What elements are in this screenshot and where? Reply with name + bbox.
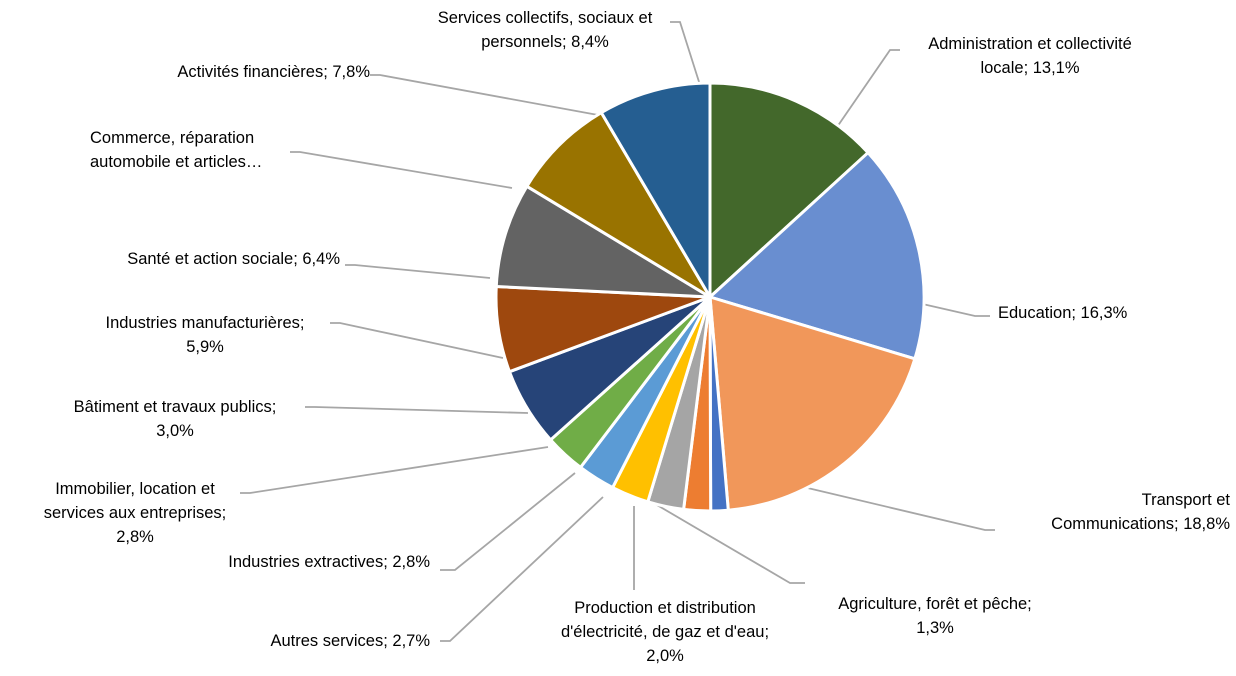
- slice-label-line: Communications; 18,8%: [1051, 515, 1230, 533]
- slice-label-line: 1,3%: [916, 619, 954, 637]
- slice-label-line: automobile et articles…: [90, 153, 263, 171]
- slice-label-line: services aux entreprises;: [43, 504, 227, 522]
- leader-line: [794, 484, 995, 531]
- slice-label: Services collectifs, sociaux et personnel…: [390, 6, 700, 54]
- slice-label-line: Agriculture, forêt et pêche;: [838, 595, 1032, 613]
- slice-label-line: 5,9%: [186, 338, 224, 356]
- slice-label-line: d'électricité, de gaz et d'eau;: [560, 623, 770, 641]
- pie-slice: [599, 81, 712, 299]
- slice-label-line: Administration et collectivité: [928, 35, 1132, 53]
- slice-label: Industries extractives; 2,8%: [170, 550, 430, 574]
- leader-line: [370, 74, 599, 116]
- slice-label-line: Services collectifs, sociaux et: [437, 9, 653, 27]
- slice-label-line: Autres services; 2,7%: [270, 632, 430, 650]
- slice-label: Autres services; 2,7%: [210, 629, 430, 653]
- leader-line: [330, 322, 504, 359]
- slice-label-line: Commerce, réparation: [90, 129, 255, 147]
- leader-line: [290, 151, 513, 189]
- pie-slice: [708, 151, 926, 361]
- leader-line: [345, 264, 491, 279]
- pie-slice: [525, 111, 712, 299]
- slice-label: Administration et collectivité locale; 13…: [880, 32, 1180, 80]
- slice-label: Transport et Communications; 18,8%: [990, 488, 1230, 536]
- slice-label-line: locale; 13,1%: [980, 59, 1080, 77]
- leader-line: [440, 472, 576, 571]
- pie-slice: [708, 81, 870, 299]
- pie-slice: [494, 184, 712, 299]
- slice-label-line: Bâtiment et travaux publics;: [73, 398, 277, 416]
- slice-label: Bâtiment et travaux publics; 3,0%: [20, 395, 330, 443]
- slice-label: Commerce, réparation automobile et articl…: [90, 126, 350, 174]
- slice-label-line: Immobilier, location et: [55, 480, 215, 498]
- leader-line: [240, 446, 549, 494]
- slice-label-line: personnels; 8,4%: [481, 33, 609, 51]
- slice-label: Santé et action sociale; 6,4%: [90, 247, 340, 271]
- leader-line: [834, 49, 900, 131]
- slice-label-line: Activités financières; 7,8%: [177, 63, 370, 81]
- leader-line: [440, 496, 604, 642]
- slice-label: Industries manufacturières; 5,9%: [60, 311, 350, 359]
- pie-slice: [708, 295, 917, 512]
- slice-label: Immobilier, location et services aux entr…: [0, 477, 270, 549]
- leader-line: [305, 406, 529, 414]
- slice-label-line: 2,8%: [116, 528, 154, 546]
- slice-label: Education; 16,3%: [998, 301, 1218, 325]
- slice-label-line: Education; 16,3%: [998, 304, 1128, 322]
- slice-label-line: Industries extractives; 2,8%: [228, 553, 430, 571]
- leader-lines: [240, 21, 995, 642]
- leader-line: [656, 504, 805, 584]
- slice-label-line: Production et distribution: [574, 599, 756, 617]
- slice-label: Activités financières; 7,8%: [100, 60, 370, 84]
- slice-label: Production et distribution d'électricité,…: [530, 596, 800, 668]
- slice-label-line: 3,0%: [156, 422, 194, 440]
- slice-label: Agriculture, forêt et pêche; 1,3%: [790, 592, 1080, 640]
- slice-label-line: Santé et action sociale; 6,4%: [127, 250, 340, 268]
- slice-label-line: Industries manufacturières;: [105, 314, 305, 332]
- slice-label-line: 2,0%: [646, 647, 684, 665]
- slice-label-line: Transport et: [1141, 491, 1230, 509]
- leader-line: [904, 299, 990, 317]
- pie-slices: [494, 81, 926, 513]
- leader-line: [670, 21, 701, 86]
